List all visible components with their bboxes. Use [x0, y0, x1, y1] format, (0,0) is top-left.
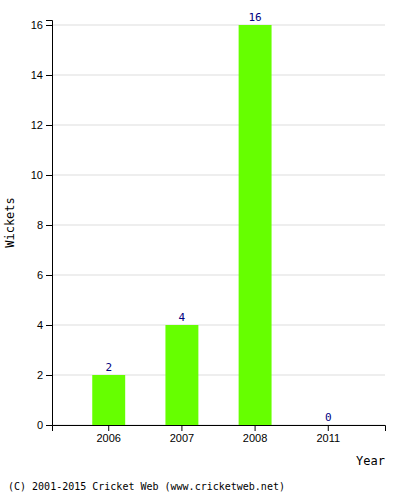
data-label: 16 — [248, 11, 261, 24]
y-tick-mark — [46, 425, 52, 426]
bars — [92, 25, 271, 425]
y-tick-mark — [46, 225, 52, 226]
x-tick-label: 2006 — [96, 432, 120, 444]
y-tick-mark — [46, 25, 52, 26]
x-tick: 2006 — [96, 425, 120, 444]
grid — [52, 25, 385, 425]
y-tick-label: 14 — [31, 69, 43, 81]
x-tick-mark — [108, 425, 109, 431]
x-tick-label: 2007 — [170, 432, 194, 444]
grid-line — [52, 125, 385, 126]
data-labels: 2 4 16 0 — [105, 11, 331, 424]
y-axis-line — [46, 21, 53, 426]
y-axis-title: Wickets — [3, 197, 17, 248]
x-tick-label: 2011 — [316, 432, 340, 444]
y-tick-mark — [46, 375, 52, 376]
x-axis-title: Year — [356, 454, 385, 468]
y-tick: 2 — [37, 369, 52, 381]
x-axis-line — [53, 426, 386, 432]
bar — [92, 375, 125, 425]
y-tick-label: 6 — [37, 269, 43, 281]
bar — [165, 325, 198, 425]
grid-line — [52, 325, 385, 326]
grid-line — [52, 175, 385, 176]
y-tick: 6 — [37, 269, 52, 281]
y-tick: 16 — [31, 19, 52, 31]
x-tick-label: 2008 — [243, 432, 267, 444]
y-tick: 14 — [31, 69, 52, 81]
x-tick: 2008 — [243, 425, 267, 444]
y-tick-label: 8 — [37, 219, 43, 231]
bar — [312, 425, 345, 426]
footer-text: (C) 2001-2015 Cricket Web (www.cricketwe… — [8, 481, 285, 492]
x-axis: 2006 2007 2008 2011 — [53, 425, 386, 444]
y-tick-mark — [46, 175, 52, 176]
bar — [239, 25, 272, 425]
data-label: 2 — [105, 361, 112, 374]
x-tick-mark — [181, 425, 182, 431]
y-tick-label: 16 — [31, 19, 43, 31]
data-label: 0 — [325, 411, 332, 424]
grid-line — [52, 75, 385, 76]
x-tick-mark — [255, 425, 256, 431]
y-tick: 12 — [31, 119, 52, 131]
y-tick: 8 — [37, 219, 52, 231]
x-tick: 2007 — [170, 425, 194, 444]
x-tick-mark — [328, 425, 329, 431]
y-tick-label: 12 — [31, 119, 43, 131]
grid-line — [52, 25, 385, 26]
x-tick: 2011 — [316, 425, 340, 444]
y-tick-mark — [46, 125, 52, 126]
y-tick-label: 4 — [37, 319, 43, 331]
plot: 2006 2007 2008 2011 0 2 4 6 8 10 12 14 16 2 4 16 0 Wicket… — [3, 11, 386, 468]
y-axis: 0 2 4 6 8 10 12 14 16 — [31, 19, 53, 431]
y-tick: 0 — [37, 419, 52, 431]
y-tick: 4 — [37, 319, 52, 331]
data-label: 4 — [179, 311, 186, 324]
y-tick-mark — [46, 75, 52, 76]
y-tick-mark — [46, 325, 52, 326]
y-tick-label: 2 — [37, 369, 43, 381]
y-tick-label: 0 — [37, 419, 43, 431]
grid-line — [52, 275, 385, 276]
chart: 2006 2007 2008 2011 0 2 4 6 8 10 12 14 16 2 4 16 0 Wicket… — [0, 0, 400, 500]
grid-line — [52, 225, 385, 226]
y-tick-label: 10 — [31, 169, 43, 181]
y-tick: 10 — [31, 169, 52, 181]
y-tick-mark — [46, 275, 52, 276]
